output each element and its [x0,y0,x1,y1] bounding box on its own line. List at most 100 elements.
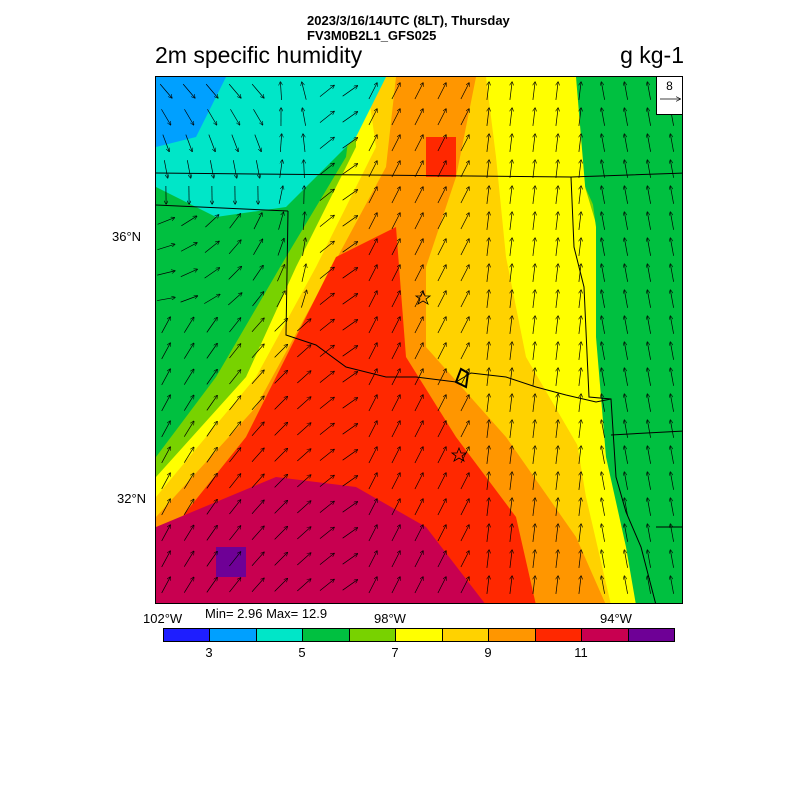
wind-arrow [182,83,195,98]
wind-arrow [228,240,241,255]
wind-arrow [229,396,240,411]
wind-arrow [601,394,605,412]
wind-arrow [228,267,242,280]
wind-arrow [509,420,512,438]
wind-arrow [297,475,310,488]
wind-arrow [460,83,469,100]
wind-arrow [647,186,651,204]
wind-arrow [555,212,558,230]
humidity-map [156,77,682,603]
wind-arrow [509,498,512,516]
wind-arrow [206,448,217,463]
wind-arrow [274,475,288,488]
wind-arrow [647,420,651,438]
station-star-icon [450,446,468,462]
wind-arrow [647,498,651,516]
wind-arrow [647,160,651,178]
wind-arrow [303,134,305,152]
wind-arrow [319,319,334,331]
wind-arrow [391,525,400,542]
wind-arrow [342,294,358,305]
wind-arrow [624,446,628,464]
wind-arrow [414,551,423,568]
wind-arrow [486,472,489,490]
wind-arrow [532,368,535,386]
wind-arrow [414,577,423,594]
wind-arrow [437,291,446,308]
wind-arrow [183,525,193,541]
wind-arrow [532,342,535,360]
wind-arrow [578,108,581,126]
wind-arrow [486,264,489,282]
wind-arrow [297,319,310,332]
wind-arrow [391,473,400,490]
colorbar-box [210,629,257,641]
wind-arrow [509,446,512,464]
wind-arrow [230,109,239,125]
wind-arrow [161,421,171,438]
wind-arrow [342,580,358,591]
wind-arrow [460,291,469,308]
wind-arrow [486,186,489,204]
wind-arrow [624,420,628,438]
wind-arrow [578,316,581,334]
wind-arrow [670,186,674,204]
lon-label-98w: 98°W [374,611,406,626]
wind-arrow [180,243,197,252]
wind-arrow [437,83,446,100]
wind-arrow [209,160,213,178]
wind-arrow [368,343,377,360]
variable-title: 2m specific humidity [155,42,363,68]
wind-arrow [670,394,674,412]
wind-arrow [670,550,674,568]
wind-arrow [253,109,262,125]
wind-arrow [437,343,446,360]
wind-arrow [578,368,581,386]
wind-arrow [555,238,558,256]
wind-arrow [161,499,171,516]
wind-arrow [486,368,489,386]
wind-arrow [206,474,217,489]
wind-arrow [342,320,358,331]
wind-arrow [159,83,172,98]
wind-arrow [319,501,334,513]
wind-arrow [486,82,489,100]
wind-arrow [319,163,334,175]
wind-arrow [414,343,423,360]
wind-arrow [437,525,446,542]
wind-arrow [274,371,288,384]
wind-arrow [163,160,167,178]
wind-arrow [670,576,674,594]
wind-arrow [391,499,400,516]
wind-arrow [647,238,651,256]
wind-arrow [302,108,306,126]
wind-arrow [414,161,423,178]
wind-arrow [186,160,190,178]
wind-arrow [532,576,535,594]
wind-arrow [532,290,535,308]
wind-arrow [301,264,306,282]
wind-arrow [509,524,512,542]
wind-arrow [532,394,535,412]
colorbar-box [628,629,674,641]
wind-arrow [624,472,628,490]
wind-arrow [509,290,512,308]
wind-arrow [206,318,217,333]
header-model-name: FV3M0B2L1_GFS025 [307,28,437,43]
wind-arrow [157,297,175,301]
wind-arrow [183,551,193,567]
wind-arrow [647,472,651,490]
wind-arrow [206,526,217,541]
wind-arrow [251,422,264,436]
wind-arrow [647,108,651,126]
wind-arrow [647,290,651,308]
wind-arrow [391,421,400,438]
wind-arrow [509,186,512,204]
wind-arrow [319,85,334,97]
wind-arrow [624,82,628,100]
wind-arrow [486,238,489,256]
wind-arrow [391,109,400,126]
wind-arrow [206,500,217,515]
wind-arrow [624,524,628,542]
wind-arrow [532,134,535,152]
